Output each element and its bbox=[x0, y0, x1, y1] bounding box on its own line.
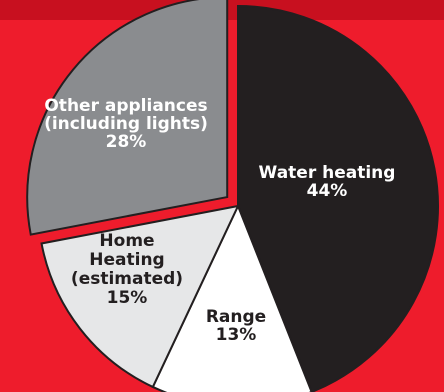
slice-value-range: 13% bbox=[216, 325, 257, 345]
slice-label-line: Other appliances bbox=[44, 96, 207, 116]
slice-label-other-appliances: Other appliances (including lights) 28% bbox=[44, 96, 208, 152]
pie-slice-water-heating bbox=[237, 4, 439, 392]
slice-label-line: (estimated) bbox=[71, 269, 183, 289]
slice-label-line: Heating bbox=[89, 250, 164, 270]
slice-value-other-appliances: 28% bbox=[106, 132, 147, 152]
slice-label-home-heating: Home Heating (estimated) 15% bbox=[71, 231, 183, 308]
slice-label-line: Home bbox=[99, 231, 154, 251]
slice-value-home-heating: 15% bbox=[107, 288, 148, 308]
slice-label-line: (including lights) bbox=[44, 114, 208, 134]
slice-label-water-heating: Water heating 44% bbox=[259, 163, 396, 201]
slice-value-water-heating: 44% bbox=[307, 181, 348, 201]
slice-label-line: Range bbox=[206, 307, 266, 327]
pie-slice-home-heating bbox=[40, 204, 240, 389]
slice-label-range: Range 13% bbox=[206, 307, 266, 345]
slice-label-line: Water heating bbox=[259, 163, 396, 183]
pie-slice-other-appliances bbox=[26, 0, 229, 236]
